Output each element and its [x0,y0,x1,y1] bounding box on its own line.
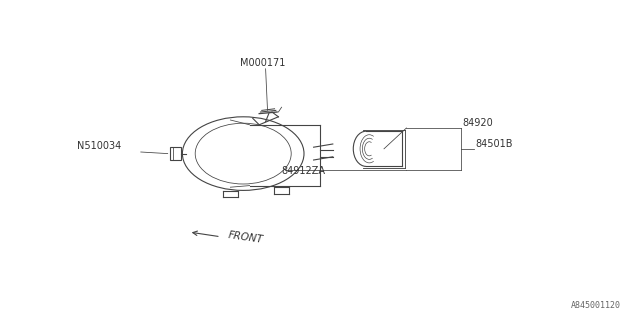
Text: 84912ZA: 84912ZA [282,166,326,176]
Text: 84920: 84920 [462,118,493,128]
Text: N510034: N510034 [77,141,122,151]
Text: M000171: M000171 [240,58,285,68]
Bar [170,147,181,160]
Text: FRONT: FRONT [227,230,264,245]
Text: A845001120: A845001120 [571,301,621,310]
Text: 84501B: 84501B [475,139,513,149]
